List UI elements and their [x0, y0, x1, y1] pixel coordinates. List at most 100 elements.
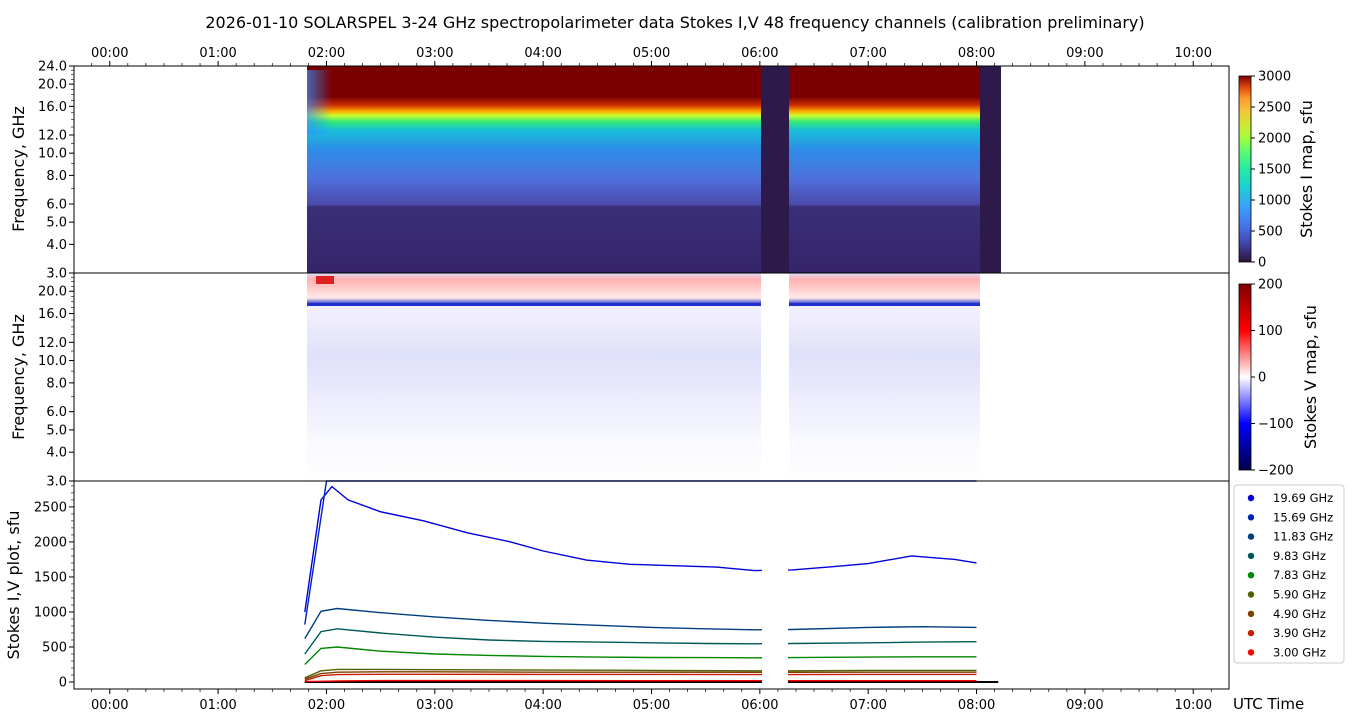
stokes-i-colorbar-ramp: [1238, 75, 1252, 263]
y-tick-label: 6.0: [46, 198, 67, 213]
y-tick-label: 10.0: [38, 147, 67, 162]
y-tick-label: 1000: [34, 605, 67, 620]
x-tick-label: 00:00: [91, 698, 128, 713]
top-x-tick-label: 01:00: [199, 46, 236, 61]
colorbar-tick-label: 200: [1258, 278, 1283, 293]
stokes-i-tail-block: [980, 66, 1001, 273]
top-x-tick-label: 03:00: [416, 46, 453, 61]
series-line-4: [304, 646, 977, 665]
x-tick-label: 01:00: [199, 698, 236, 713]
x-tick-label: 07:00: [849, 698, 886, 713]
series-line-3: [304, 628, 977, 655]
x-tick-label: 10:00: [1175, 698, 1212, 713]
legend-label: 5.90 GHz: [1273, 588, 1326, 602]
y-tick-label: 24.0: [38, 60, 67, 75]
legend-box: [1233, 484, 1345, 664]
y-tick-label: 20.0: [38, 78, 67, 93]
top-x-tick-label: 10:00: [1175, 46, 1212, 61]
stokes-iv-y-ticks: 0 500 1000 1500 2000 2500: [34, 485, 74, 690]
x-axis-label: UTC Time: [1233, 695, 1304, 713]
top-x-tick-label: 05:00: [633, 46, 670, 61]
y-tick-label: 5.0: [46, 423, 67, 438]
y-tick-label: 500: [42, 640, 67, 655]
y-tick-label: 16.0: [38, 307, 67, 322]
stokes-i-data-block: [307, 66, 761, 273]
legend-label: 15.69 GHz: [1273, 510, 1333, 524]
series-line-8: [304, 679, 977, 683]
x-tick-label: 02:00: [308, 698, 345, 713]
y-tick-label: 3.0: [46, 475, 67, 490]
colorbar-tick-label: 2000: [1258, 132, 1291, 147]
legend: 19.69 GHz 15.69 GHz 11.83 GHz 9.83 GHz 7.83 …: [1233, 484, 1345, 664]
y-tick-label: 8.0: [46, 376, 67, 391]
series-line-6: [304, 671, 977, 680]
stokes-i-panel: Frequency, GHz 3.0 4.0 5.0 6.0 8.0 10.0 12.0 16…: [9, 46, 1230, 282]
top-x-tick-label: 00:00: [91, 46, 128, 61]
stokes-v-y-ticks: 3.0 4.0 5.0 6.0 8.0 10.0 12.0 16.0 20.0: [38, 272, 74, 490]
legend-label: 3.00 GHz: [1273, 645, 1326, 659]
x-tick-label: 06:00: [741, 698, 778, 713]
colorbar-tick-label: −200: [1258, 464, 1294, 479]
stokes-v-colorbar: −200 −100 0 100 200 Stokes V map, sfu: [1238, 278, 1320, 479]
legend-items: 19.69 GHz 15.69 GHz 11.83 GHz 9.83 GHz 7.83 …: [1247, 491, 1333, 659]
legend-marker: [1247, 629, 1255, 637]
stokes-iv-plot-area: [74, 481, 1229, 689]
colorbar-tick-label: 1000: [1258, 194, 1291, 209]
legend-label: 7.83 GHz: [1273, 568, 1326, 582]
y-tick-label: 20.0: [38, 285, 67, 300]
stokes-v-data-block: [307, 273, 761, 481]
y-tick-label: 1500: [34, 570, 67, 585]
y-tick-label: 12.0: [38, 336, 67, 351]
stokes-i-colorbar: 0 500 1000 1500 2000 2500 3000 Stokes I map, s…: [1238, 70, 1316, 271]
stokes-v-blue-band: [789, 303, 980, 306]
top-x-tick-label: 07:00: [849, 46, 886, 61]
y-tick-label: 12.0: [38, 129, 67, 144]
legend-marker: [1247, 514, 1255, 521]
top-x-tick-label: 06:00: [741, 46, 778, 61]
y-tick-label: 3.0: [46, 267, 67, 282]
colorbar-tick-label: 100: [1258, 324, 1283, 339]
stokes-i-y-axis-label: Frequency, GHz: [9, 106, 28, 232]
stokes-i-onset-flare: [307, 70, 332, 135]
y-tick-label: 2500: [34, 500, 67, 515]
series-line-5: [304, 668, 977, 679]
stokes-i-data-block: [789, 66, 980, 273]
y-tick-label: 4.0: [46, 446, 67, 461]
stokes-v-onset-red: [316, 276, 334, 284]
legend-marker: [1247, 610, 1255, 617]
x-tick-label: 08:00: [958, 698, 995, 713]
legend-label: 11.83 GHz: [1273, 530, 1333, 544]
legend-marker: [1247, 533, 1255, 540]
y-tick-label: 5.0: [46, 216, 67, 231]
top-x-tick-label: 09:00: [1066, 46, 1103, 61]
stokes-iv-gap: [762, 482, 788, 687]
stokes-iv-y-axis-label: Stokes I,V plot, sfu: [4, 511, 23, 660]
legend-label: 19.69 GHz: [1273, 491, 1333, 505]
stokes-iv-panel: Stokes I,V plot, sfu 0 500 1000 1500 2000 250…: [4, 480, 1304, 713]
stokes-v-data-block: [789, 273, 980, 481]
colorbar-tick-label: 2500: [1258, 101, 1291, 116]
legend-marker: [1247, 494, 1255, 502]
colorbar-tick-label: 3000: [1258, 70, 1291, 85]
y-tick-label: 4.0: [46, 238, 67, 253]
colorbar-tick-label: −100: [1258, 417, 1294, 432]
stokes-v-y-axis-label: Frequency, GHz: [9, 314, 28, 440]
stokes-i-colorbar-label: Stokes I map, sfu: [1297, 100, 1316, 238]
top-x-tick-label: 08:00: [958, 46, 995, 61]
figure-title: 2026-01-10 SOLARSPEL 3-24 GHz spectropol…: [205, 13, 1144, 32]
y-tick-label: 8.0: [46, 169, 67, 184]
legend-marker: [1247, 572, 1255, 579]
top-x-tick-label: 02:00: [308, 46, 345, 61]
stokes-v-blue-band: [307, 303, 761, 306]
legend-label: 3.90 GHz: [1273, 626, 1326, 640]
stokes-v-colorbar-ticks: −200 −100 0 100 200: [1251, 278, 1294, 479]
stokes-i-gap-block: [761, 66, 789, 273]
colorbar-tick-label: 0: [1258, 371, 1266, 386]
y-tick-label: 0: [59, 675, 67, 690]
stokes-iv-x-ticks: 00:00 01:00 02:00 03:00 04:00 05:00 06:00 07:00…: [91, 689, 1212, 713]
legend-label: 4.90 GHz: [1273, 607, 1326, 621]
x-tick-label: 09:00: [1066, 698, 1103, 713]
colorbar-tick-label: 0: [1258, 256, 1266, 271]
series-line-0: [304, 485, 977, 613]
